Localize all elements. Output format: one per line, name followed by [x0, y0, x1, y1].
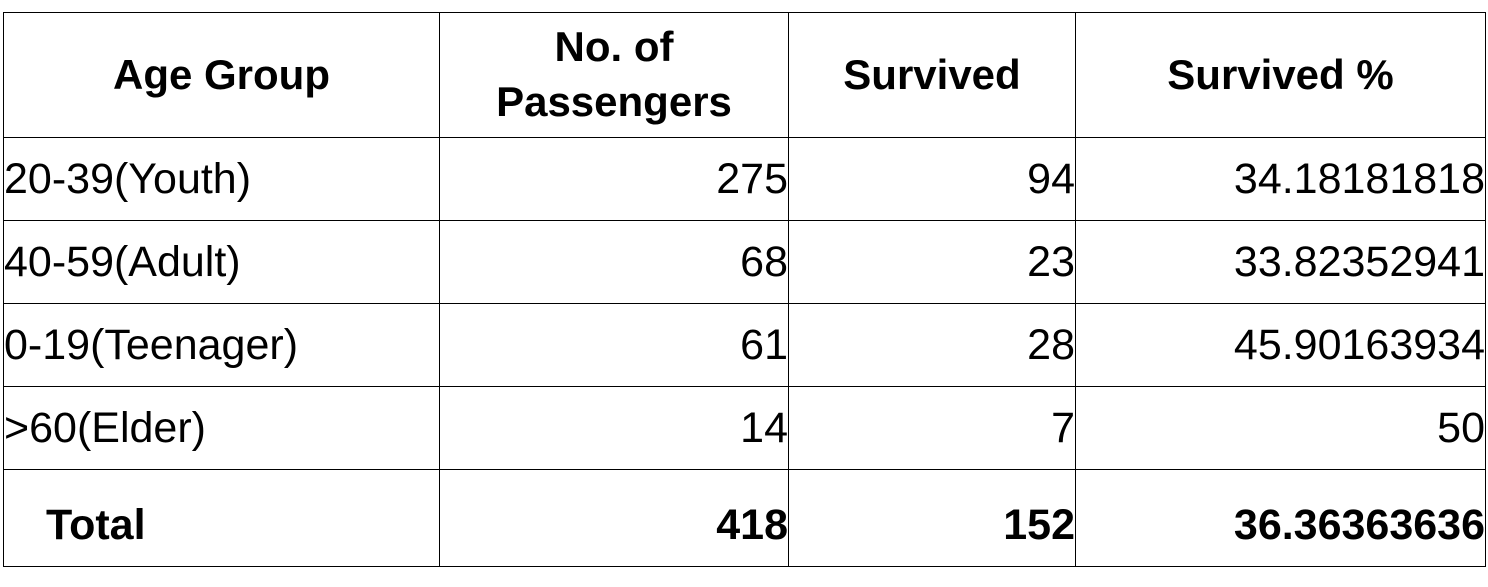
header-age-group: Age Group: [3, 12, 440, 138]
survived-cell: 23: [788, 220, 1076, 304]
table-row: 0-19(Teenager) 61 28 45.90163934: [3, 303, 1486, 387]
survived-cell: 94: [788, 137, 1076, 221]
passengers-cell: 61: [439, 303, 789, 387]
passengers-cell: 14: [439, 386, 789, 470]
total-row: Total 418 152 36.36363636: [3, 469, 1486, 567]
table-row: 20-39(Youth) 275 94 34.18181818: [3, 137, 1486, 221]
survived-cell: 28: [788, 303, 1076, 387]
header-survived: Survived: [788, 12, 1076, 138]
survived-percent-cell: 34.18181818: [1075, 137, 1486, 221]
total-passengers-cell: 418: [439, 469, 789, 567]
age-group-cell: 0-19(Teenager): [3, 303, 440, 387]
age-group-cell: 40-59(Adult): [3, 220, 440, 304]
total-label-cell: Total: [3, 469, 440, 567]
survived-cell: 7: [788, 386, 1076, 470]
survived-percent-cell: 50: [1075, 386, 1486, 470]
table-header-row: Age Group No. of Passengers Survived Sur…: [3, 12, 1486, 138]
age-group-survival-table: Age Group No. of Passengers Survived Sur…: [3, 12, 1486, 567]
survived-percent-cell: 45.90163934: [1075, 303, 1486, 387]
age-group-cell: 20-39(Youth): [3, 137, 440, 221]
header-survived-percent: Survived %: [1075, 12, 1486, 138]
total-survived-percent-cell: 36.36363636: [1075, 469, 1486, 567]
table-row: 40-59(Adult) 68 23 33.82352941: [3, 220, 1486, 304]
age-group-cell: >60(Elder): [3, 386, 440, 470]
total-survived-cell: 152: [788, 469, 1076, 567]
table-row: >60(Elder) 14 7 50: [3, 386, 1486, 470]
survived-percent-cell: 33.82352941: [1075, 220, 1486, 304]
header-no-of-passengers: No. of Passengers: [439, 12, 789, 138]
passengers-cell: 275: [439, 137, 789, 221]
passengers-cell: 68: [439, 220, 789, 304]
